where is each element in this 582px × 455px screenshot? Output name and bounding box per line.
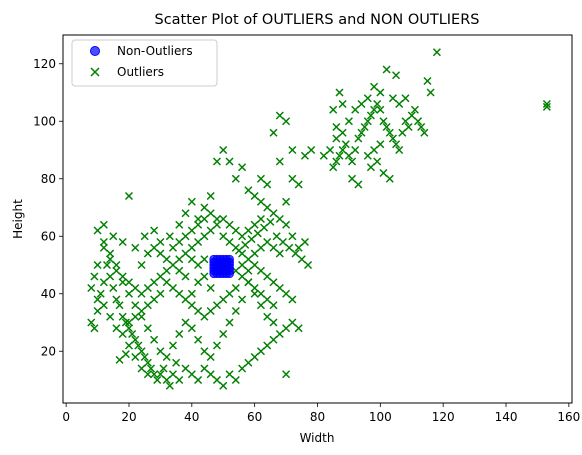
x-axis-label: Width [300,431,335,445]
y-tick-label: 40 [41,287,56,301]
x-tick-label: 40 [184,410,199,424]
x-tick-label: 20 [121,410,136,424]
x-tick-label: 60 [247,410,262,424]
legend-marker-non-outliers [91,47,100,56]
x-tick-label: 80 [310,410,325,424]
y-tick-label: 60 [41,229,56,243]
x-tick-label: 100 [369,410,392,424]
y-tick-label: 20 [41,344,56,358]
y-axis-label: Height [11,199,25,239]
y-tick-label: 120 [33,57,56,71]
legend-label-outliers: Outliers [117,65,164,79]
x-tick-label: 120 [432,410,455,424]
legend-label-non-outliers: Non-Outliers [117,44,193,58]
chart-title: Scatter Plot of OUTLIERS and NON OUTLIER… [154,12,479,28]
x-tick-label: 160 [557,410,580,424]
x-tick-label: 0 [62,410,70,424]
y-tick-label: 80 [41,172,56,186]
x-tick-label: 140 [495,410,518,424]
non-outlier-point [221,260,229,268]
y-tick-label: 100 [33,114,56,128]
legend: Non-Outliers Outliers [72,40,217,86]
